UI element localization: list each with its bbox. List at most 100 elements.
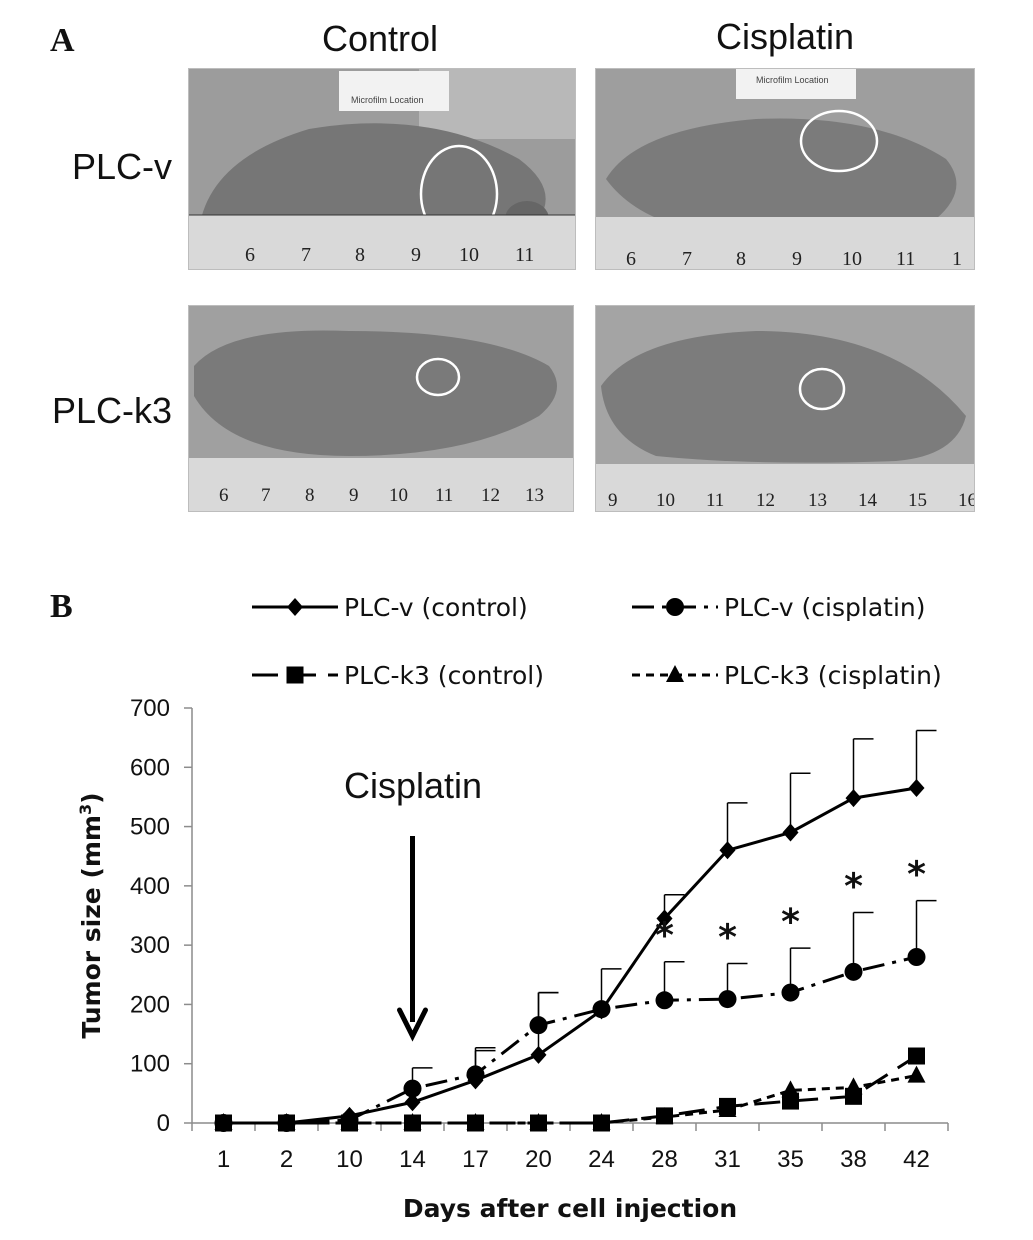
data-point	[781, 1080, 800, 1098]
legend-entry: PLC-v (cisplatin)	[632, 593, 926, 622]
photo-cisplatin-plc-k3: 9 10 11 12 13 14 15 16	[595, 305, 975, 512]
data-point	[404, 1093, 421, 1112]
ruler-label: 8	[736, 248, 746, 269]
series-triangle	[214, 1065, 926, 1130]
series-line	[223, 1074, 917, 1125]
panel-a-letter: A	[50, 22, 75, 59]
significance-star: *	[718, 918, 737, 959]
ruler-label: 8	[305, 485, 315, 506]
ruler-label: 11	[515, 244, 534, 266]
photo-control-plc-k3: 6 7 8 9 10 11 12 13	[188, 305, 574, 512]
mouse-illustration: 6 7 8 9 10 11 12 13	[189, 306, 573, 511]
data-point	[656, 909, 673, 928]
x-tick-label: 24	[588, 1146, 615, 1173]
ruler-label: 11	[896, 248, 915, 269]
legend-entry: PLC-v (control)	[252, 593, 528, 622]
significance-star: *	[907, 855, 926, 896]
ruler-label: 10	[656, 490, 675, 511]
y-axis-label: Tumor size (mm3)	[76, 792, 107, 1038]
data-point	[655, 991, 674, 1010]
y-tick-label: 500	[130, 814, 170, 841]
legend-swatch-marker	[666, 665, 684, 682]
significance-star: *	[844, 867, 863, 908]
data-point	[277, 1113, 296, 1130]
ruler-label: 12	[481, 485, 500, 506]
data-point	[782, 823, 799, 842]
x-tick-label: 17	[462, 1146, 489, 1173]
mouse-illustration: 9 10 11 12 13 14 15 16	[596, 306, 974, 511]
cisplatin-arrow-head	[397, 1007, 428, 1042]
significance-star: *	[655, 916, 674, 957]
x-tick-label: 31	[714, 1146, 741, 1173]
ruler-label: 6	[219, 485, 229, 506]
data-point	[529, 1016, 548, 1035]
ruler-label: 7	[261, 485, 271, 506]
data-point	[718, 990, 737, 1009]
ruler-label: 8	[355, 244, 365, 266]
ruler-label: 16	[958, 490, 974, 511]
ruler-label: 6	[245, 244, 255, 266]
ruler-label: 9	[792, 248, 802, 269]
ruler-label: 11	[435, 485, 453, 506]
legend-label: PLC-v (cisplatin)	[724, 593, 926, 622]
column-label-cisplatin: Cisplatin	[715, 16, 855, 57]
data-point	[908, 779, 925, 798]
data-point	[844, 962, 863, 981]
x-tick-label: 10	[336, 1146, 363, 1173]
legend-entry: PLC-k3 (control)	[252, 661, 544, 690]
data-point	[845, 789, 862, 808]
y-tick-label: 300	[130, 932, 170, 959]
data-point	[403, 1079, 422, 1098]
series-diamond	[215, 729, 937, 1132]
tumor-growth-chart: 0 100 200 300 400 500 600 700 1 2 10 14 17 20 24 28 31 35…	[76, 593, 949, 1223]
data-point	[214, 1113, 233, 1130]
ruler-label: 15	[908, 490, 927, 511]
y-tick-label: 600	[130, 754, 170, 781]
significance-star: *	[781, 902, 800, 943]
legend-label: PLC-v (control)	[344, 593, 528, 622]
series-line	[223, 786, 917, 1125]
mouse-illustration: Microfilm Location 6 7 8 9 10 11	[189, 69, 575, 269]
ruler-label: 9	[411, 244, 421, 266]
x-axis-label: Days after cell injection	[403, 1194, 737, 1223]
legend-swatch-marker	[666, 598, 684, 616]
data-point	[907, 948, 926, 966]
x-tick-label: 14	[399, 1146, 426, 1173]
series-line	[223, 955, 917, 1125]
x-tick-label: 1	[217, 1146, 230, 1173]
data-point	[340, 1113, 359, 1130]
ruler-label: 9	[349, 485, 359, 506]
legend-label: PLC-k3 (cisplatin)	[724, 661, 942, 690]
data-point	[592, 1000, 611, 1019]
data-point	[529, 1113, 548, 1130]
ruler-label: 13	[808, 490, 827, 511]
y-tick-label: 400	[130, 873, 170, 900]
legend-swatch-marker	[287, 598, 303, 616]
ruler-label: 10	[842, 248, 862, 269]
cisplatin-annotation: Cisplatin	[344, 765, 482, 806]
data-point	[907, 1065, 926, 1083]
ruler-label: 6	[626, 248, 636, 269]
y-tick-label: 100	[130, 1051, 170, 1078]
series-circle	[214, 899, 937, 1132]
x-tick-label: 20	[525, 1146, 552, 1173]
data-point	[908, 1047, 925, 1065]
panel-b-letter: B	[50, 588, 73, 625]
legend-swatch-marker	[286, 666, 304, 684]
ruler-label: 9	[608, 490, 618, 511]
x-tick-label: 35	[777, 1146, 804, 1173]
data-point	[719, 841, 736, 860]
y-tick-label: 0	[157, 1110, 170, 1137]
ruler-label: 12	[756, 490, 775, 511]
data-point	[466, 1113, 485, 1130]
data-point	[530, 1045, 547, 1064]
ruler-label: 13	[525, 485, 544, 506]
data-point	[655, 1107, 674, 1125]
ruler-label: 10	[459, 244, 479, 266]
column-label-control: Control	[321, 18, 439, 59]
data-point	[403, 1113, 422, 1130]
ruler-label: 14	[858, 490, 878, 511]
data-point	[466, 1065, 485, 1084]
ruler-label: 11	[706, 490, 724, 511]
photo-control-plc-v: Microfilm Location 6 7 8 9 10 11	[188, 68, 576, 270]
